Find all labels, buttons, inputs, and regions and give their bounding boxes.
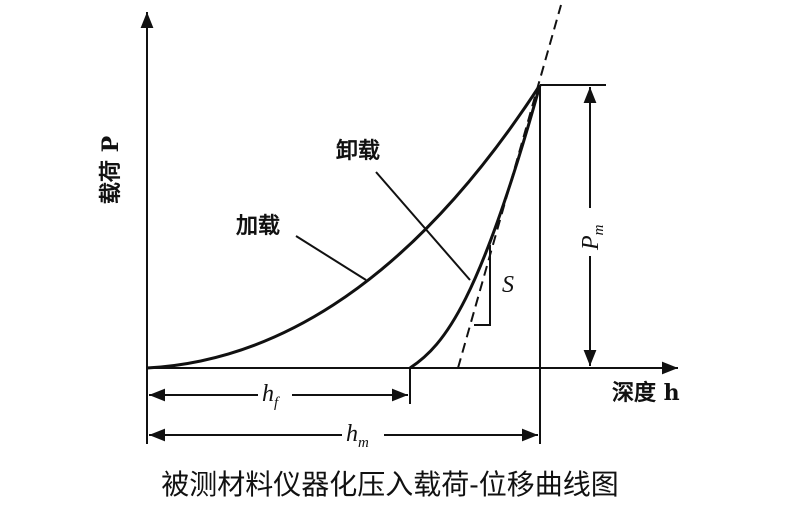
caption: 被测材料仪器化压入载荷-位移曲线图 — [161, 468, 618, 501]
subscript: m — [358, 435, 369, 451]
leader-line — [295, 235, 367, 281]
leader-line — [375, 171, 471, 281]
subscript: f — [274, 395, 280, 411]
pm-label: Pm — [578, 224, 607, 251]
symbol: h — [346, 421, 358, 447]
hm-label: hm — [346, 421, 369, 451]
label-bg — [258, 380, 292, 410]
label-bg — [342, 420, 384, 450]
loading-label: 加载 — [235, 213, 280, 239]
label-bg — [576, 208, 604, 256]
stiffness-label: S — [502, 272, 514, 298]
x-axis-label: 深度 h — [612, 380, 680, 406]
hf-label: hf — [262, 381, 280, 411]
symbol: P — [578, 235, 604, 251]
unloading-label: 卸载 — [336, 138, 380, 164]
subscript: m — [591, 224, 607, 235]
stiffness-triangle — [474, 245, 491, 326]
loading-curve — [146, 84, 542, 370]
symbol: h — [262, 381, 274, 407]
y-axis-label: 载荷 P — [98, 136, 124, 204]
